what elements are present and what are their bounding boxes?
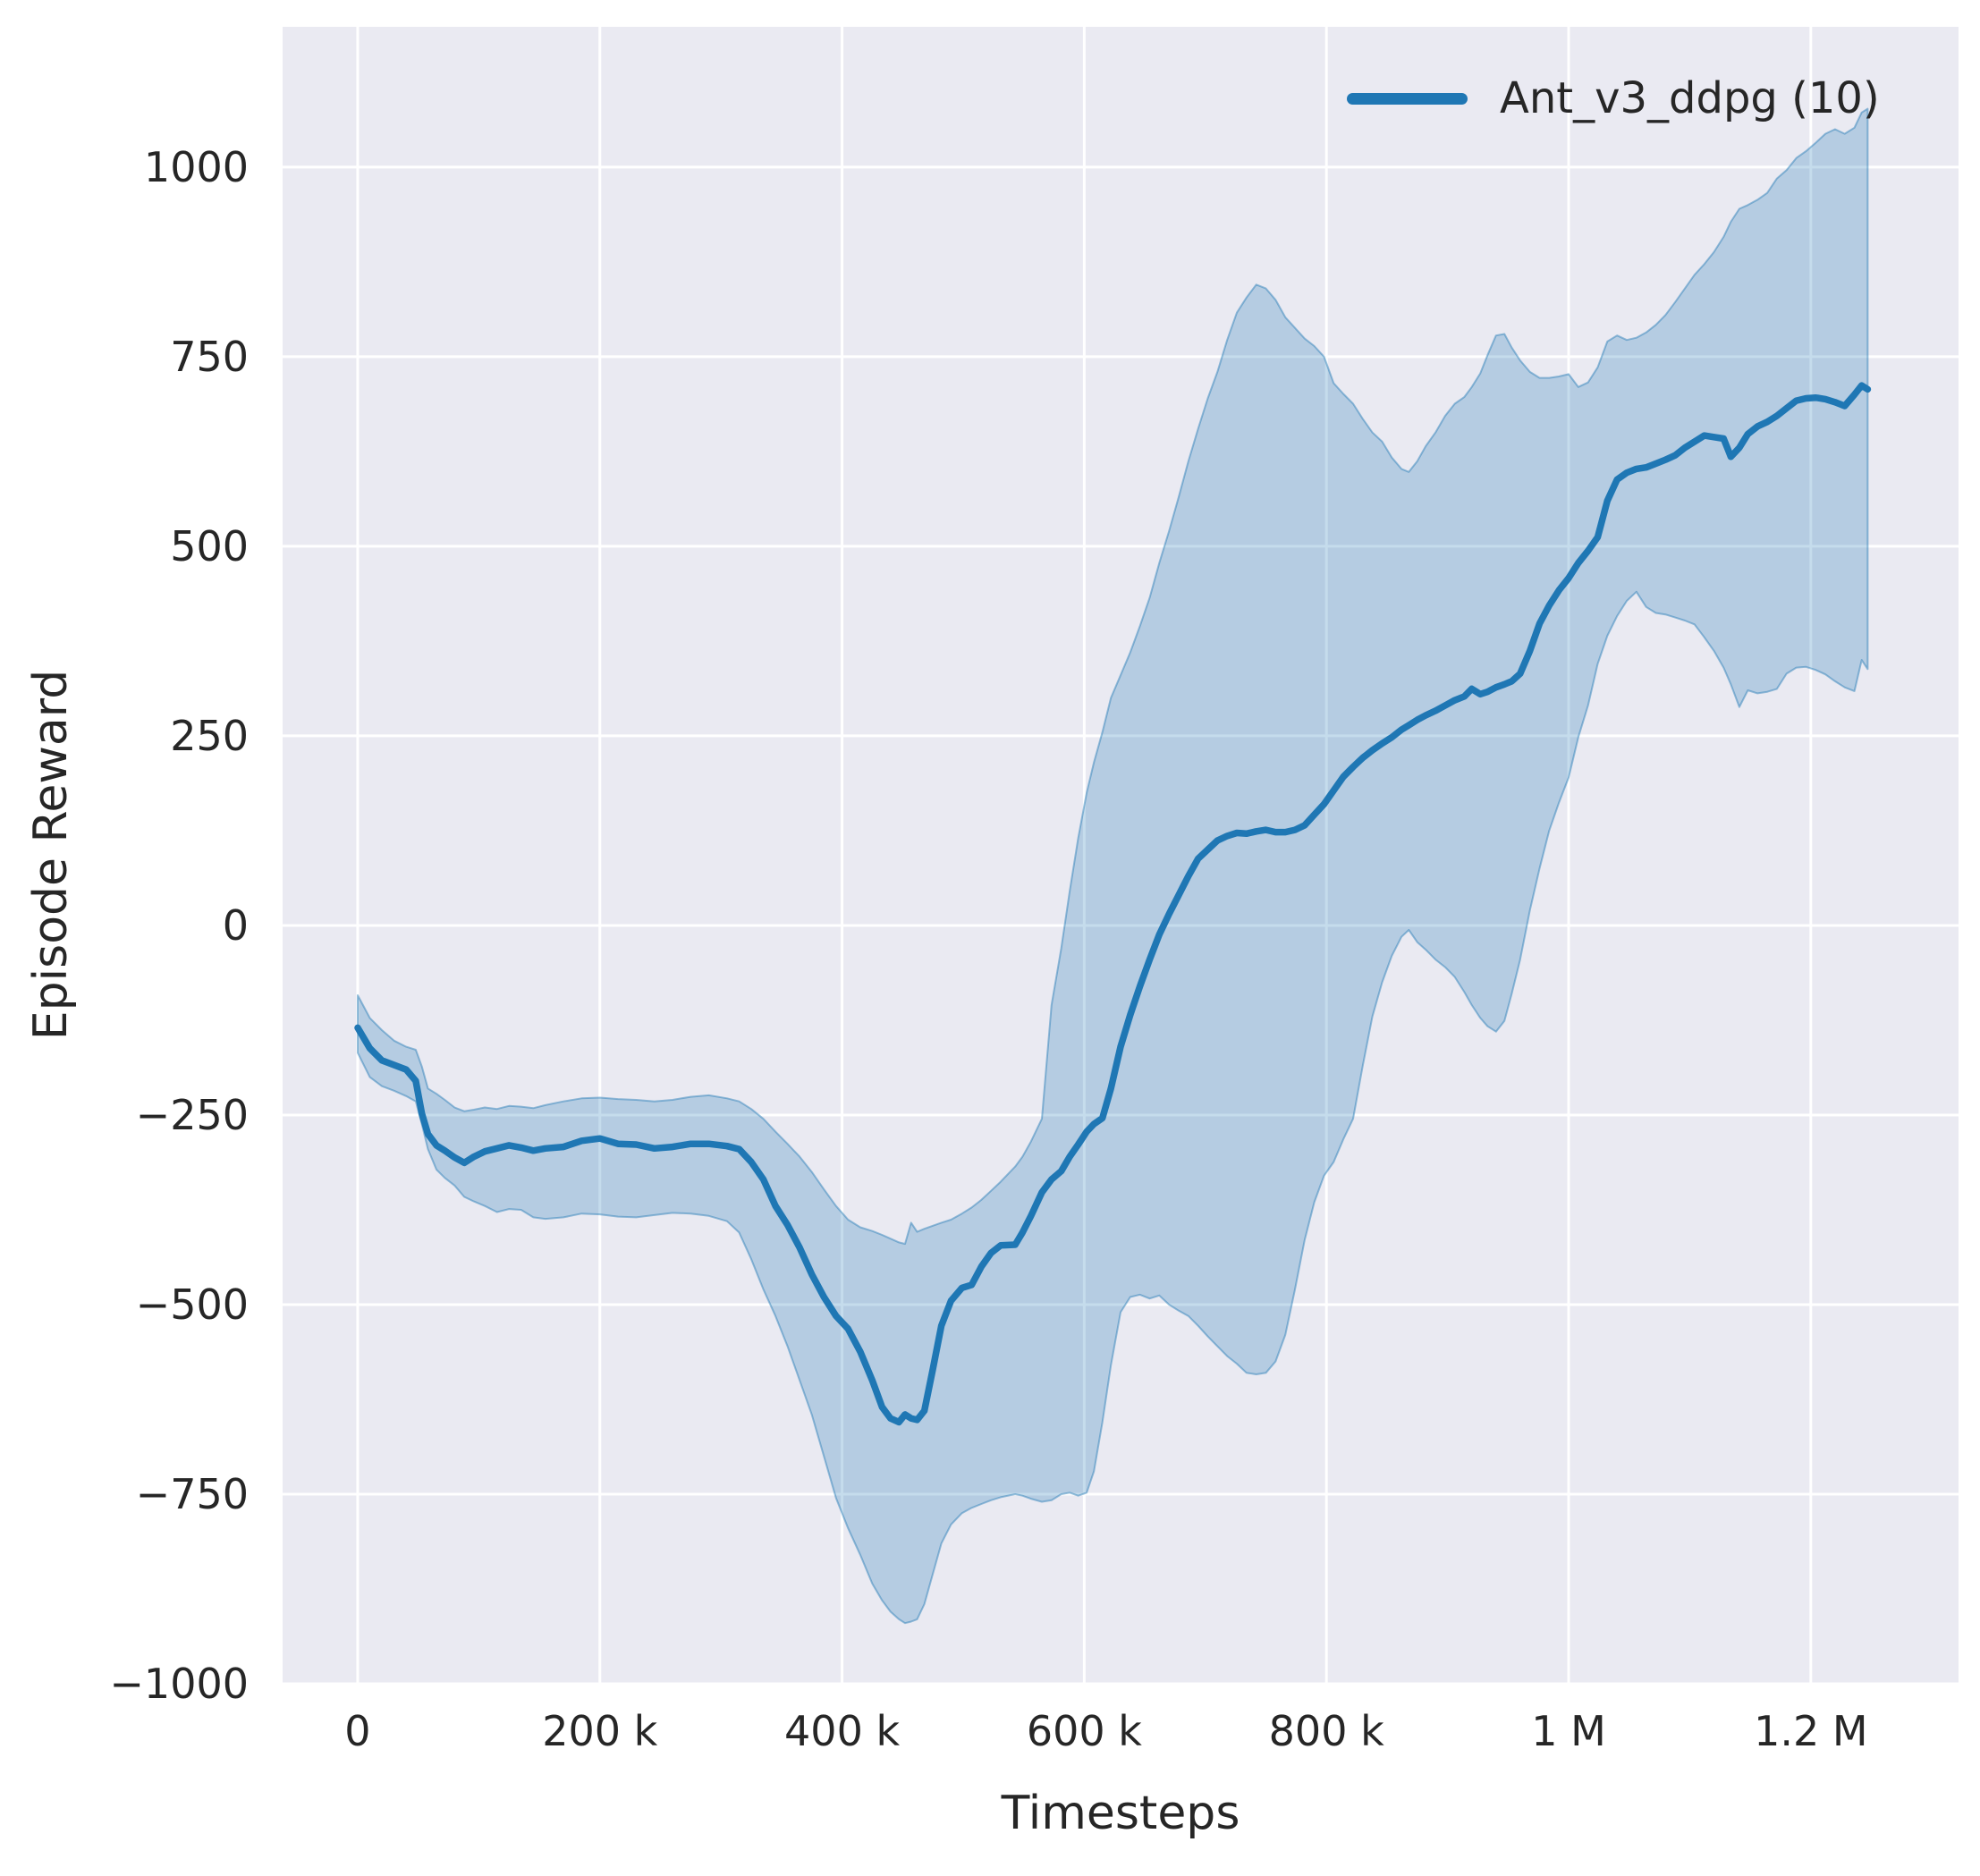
x-tick-label: 0: [344, 1707, 370, 1755]
y-tick-label: −1000: [109, 1660, 249, 1708]
y-tick-label: −250: [136, 1091, 249, 1139]
plot-area: [283, 27, 1959, 1684]
legend-line-swatch: [1347, 92, 1468, 105]
y-tick-label: 0: [223, 901, 249, 950]
y-tick-label: −750: [136, 1470, 249, 1518]
y-tick-label: 750: [170, 333, 249, 381]
x-tick-label: 600 k: [1027, 1707, 1142, 1755]
y-axis-title: Episode Reward: [24, 669, 78, 1041]
x-tick-label: 400 k: [784, 1707, 900, 1755]
x-axis-title: Timesteps: [1001, 1787, 1240, 1840]
x-tick-label: 1 M: [1531, 1707, 1606, 1755]
legend-label: Ant_v3_ddpg (10): [1500, 73, 1880, 123]
y-tick-label: 250: [170, 712, 249, 760]
y-tick-label: 1000: [144, 143, 249, 191]
x-tick-label: 1.2 M: [1754, 1707, 1867, 1755]
legend: Ant_v3_ddpg (10): [1347, 72, 1880, 125]
y-tick-label: −500: [136, 1280, 249, 1329]
confidence-band: [357, 107, 1869, 1625]
mean-line: [354, 382, 1872, 1426]
x-tick-label: 800 k: [1269, 1707, 1384, 1755]
x-tick-label: 200 k: [542, 1707, 657, 1755]
y-tick-label: 500: [170, 522, 249, 570]
